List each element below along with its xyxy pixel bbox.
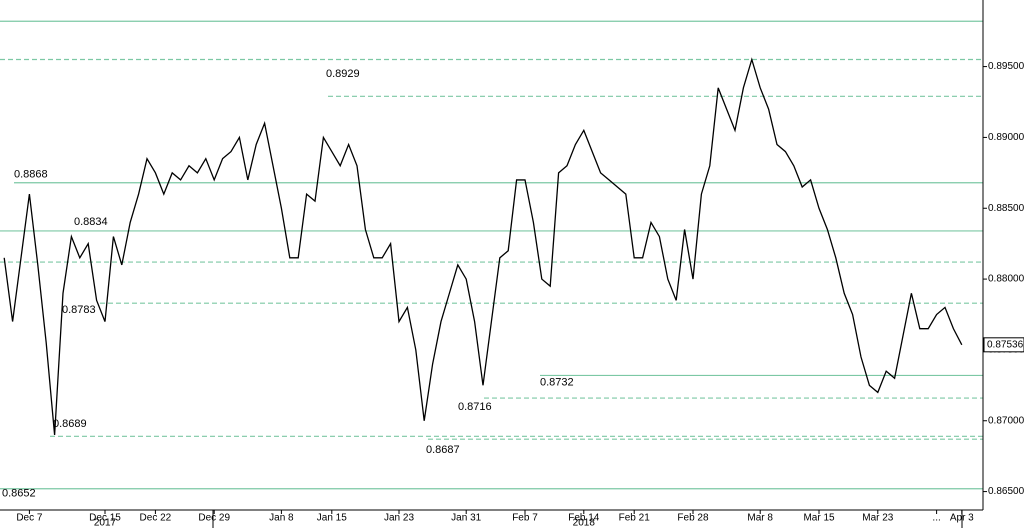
- year-label: 2017: [94, 518, 117, 528]
- x-tick-label: Jan 8: [269, 513, 294, 524]
- x-tick-label: ...: [932, 513, 940, 524]
- y-tick-label: 0.88500: [988, 203, 1024, 214]
- level-label: 0.8929: [326, 68, 360, 80]
- x-tick-label: Dec 29: [198, 513, 230, 524]
- x-tick-label: Jan 23: [384, 513, 414, 524]
- y-tick-label: 0.87000: [988, 415, 1024, 426]
- x-tick-label: Feb 21: [619, 513, 651, 524]
- last-price-box: [983, 337, 1024, 353]
- level-label: 0.8834: [74, 216, 108, 228]
- level-label: 0.8687: [426, 444, 460, 456]
- level-label: 0.8783: [62, 304, 96, 316]
- x-tick-label: Dec 15: [89, 513, 121, 524]
- last-price: 0.87536: [987, 339, 1024, 350]
- year-label: 2018: [573, 518, 596, 528]
- y-tick-label: 0.89500: [988, 61, 1024, 72]
- x-tick-label: Mar 15: [803, 513, 835, 524]
- x-tick-label: Mar 23: [862, 513, 894, 524]
- x-tick-label: Feb 7: [512, 513, 538, 524]
- level-label: 0.8868: [14, 169, 48, 181]
- level-label: 0.8732: [540, 376, 574, 388]
- x-tick-label: Feb 28: [677, 513, 709, 524]
- x-tick-label: Feb 14: [568, 513, 600, 524]
- x-tick-label: Dec 7: [16, 513, 43, 524]
- x-tick-label: Dec 22: [140, 513, 172, 524]
- price-line: [3, 57, 963, 435]
- level-label: 0.8652: [2, 488, 36, 500]
- level-label: 0.8689: [53, 418, 87, 430]
- x-tick-label: Jan 31: [451, 513, 481, 524]
- level-label: 0.8716: [458, 401, 492, 413]
- y-tick-label: 0.89000: [988, 132, 1024, 143]
- x-tick-label: Jan 15: [317, 513, 347, 524]
- x-tick-label: Mar 8: [747, 513, 773, 524]
- y-tick-label: 0.86500: [988, 486, 1024, 497]
- y-tick-label: 0.88000: [988, 274, 1024, 285]
